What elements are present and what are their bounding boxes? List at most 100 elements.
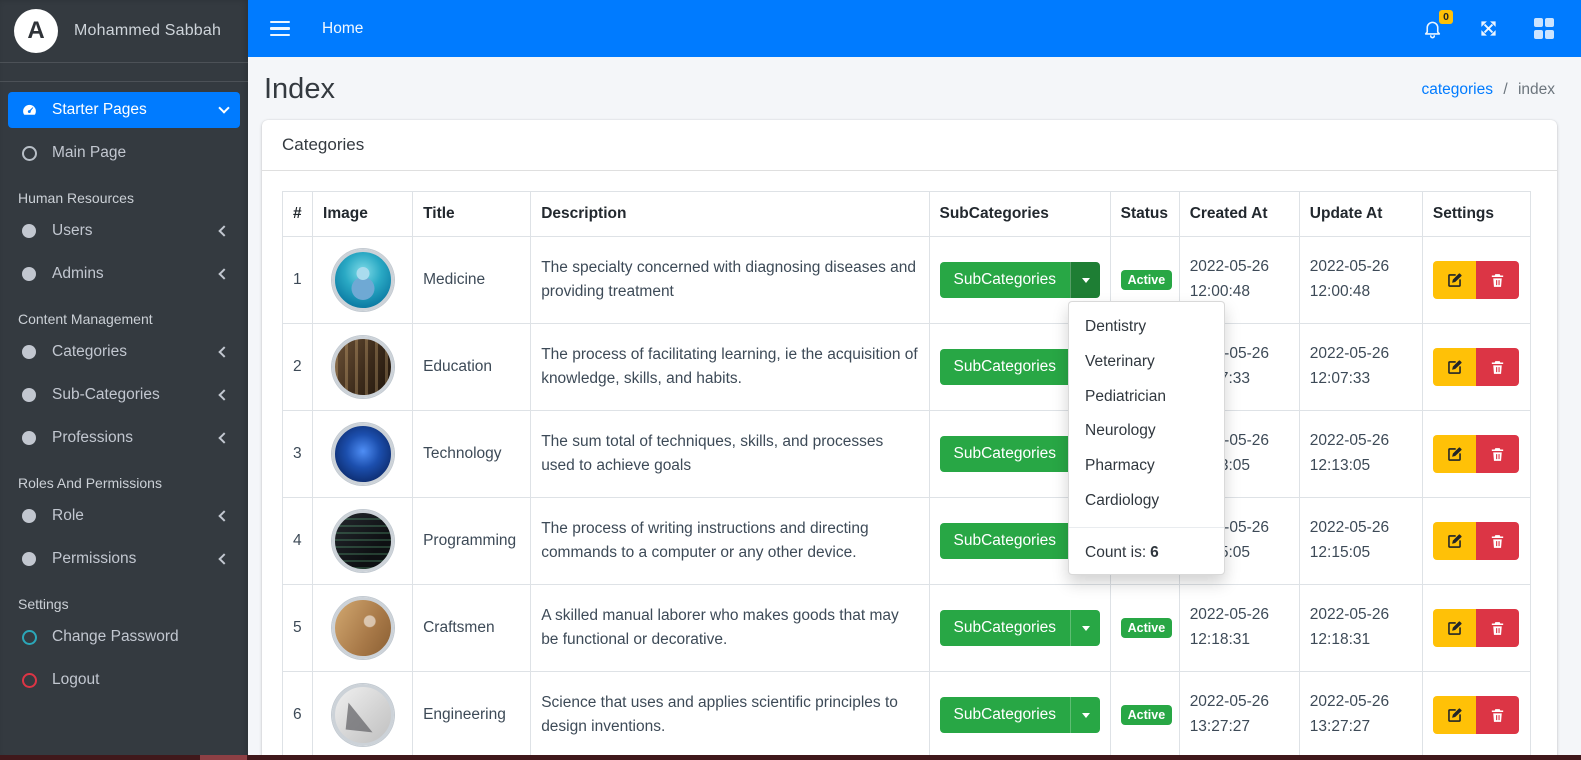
dropdown-item-pharmacy[interactable]: Pharmacy	[1085, 457, 1155, 475]
subcategories-button[interactable]: SubCategories	[939, 610, 1071, 646]
subcategories-button[interactable]: SubCategories	[939, 436, 1071, 472]
chevron-left-icon	[218, 389, 230, 401]
sidebar-item-sub-categories[interactable]: Sub-Categories	[8, 377, 240, 413]
breadcrumb: categories / index	[1421, 81, 1555, 99]
circle-icon	[18, 431, 40, 445]
subcategories-button[interactable]: SubCategories	[939, 697, 1071, 733]
sidebar-item-label: Permissions	[52, 550, 137, 567]
subcategories-button[interactable]: SubCategories	[939, 349, 1071, 385]
chevron-left-icon	[218, 225, 230, 237]
hamburger-menu-icon[interactable]	[270, 17, 290, 41]
edit-pencil-icon	[1445, 358, 1464, 377]
breadcrumb-current: index	[1517, 80, 1555, 98]
navbar-right-icons: 0	[1419, 9, 1557, 42]
sidebar-item-label: Role	[52, 507, 84, 524]
sidebar-item-logout[interactable]: Logout	[8, 662, 240, 698]
delete-button[interactable]	[1475, 435, 1519, 473]
trash-icon	[1489, 533, 1506, 550]
category-title: Technology	[412, 410, 532, 498]
bottom-edge-bar	[0, 755, 1581, 760]
category-image-engineering	[331, 684, 394, 746]
delete-button[interactable]	[1475, 522, 1519, 560]
edit-button[interactable]	[1432, 696, 1476, 734]
delete-button[interactable]	[1475, 348, 1519, 386]
sidebar-grid-toggle-icon[interactable]	[1531, 16, 1557, 42]
delete-button[interactable]	[1475, 261, 1519, 299]
dropdown-item-dentistry[interactable]: Dentistry	[1085, 318, 1147, 335]
sidebar-item-starter-pages[interactable]: Starter Pages	[8, 92, 240, 128]
notification-count-badge: 0	[1439, 9, 1453, 25]
edit-pencil-icon	[1445, 445, 1464, 464]
edit-button[interactable]	[1432, 609, 1476, 647]
dropdown-item-neurology[interactable]: Neurology	[1085, 422, 1156, 440]
sidebar-item-change-password[interactable]: Change Password	[8, 619, 240, 655]
sidebar-section-roles-permissions: Roles And Permissions	[18, 475, 162, 491]
chevron-left-icon	[218, 553, 230, 565]
subcategories-button[interactable]: SubCategories	[939, 523, 1071, 559]
category-title: Education	[412, 323, 532, 411]
edit-button[interactable]	[1432, 261, 1476, 299]
sidebar-item-role[interactable]: Role	[8, 498, 240, 534]
sidebar-item-label: Admins	[52, 265, 104, 282]
chevron-left-icon	[218, 510, 230, 522]
updated-at-cell: 2022-05-26 12:18:31	[1298, 584, 1423, 672]
col-header-status: Status	[1109, 191, 1180, 237]
created-at-cell: 2022-05-26 13:27:27	[1178, 671, 1300, 759]
sidebar-item-permissions[interactable]: Permissions	[8, 541, 240, 577]
subcategories-button[interactable]: SubCategories	[939, 262, 1071, 298]
sidebar-item-users[interactable]: Users	[8, 213, 240, 249]
updated-at-cell: 2022-05-26 12:00:48	[1298, 236, 1423, 324]
speedometer-icon	[18, 102, 40, 119]
top-navbar: Home 0	[248, 0, 1581, 57]
dropdown-item-cardiology[interactable]: Cardiology	[1085, 491, 1160, 509]
sidebar-item-categories[interactable]: Categories	[8, 334, 240, 370]
table-header-row: # Image Title Description SubCategories …	[281, 191, 1532, 237]
count-label: Count is:	[1085, 543, 1147, 561]
subcategories-dropdown-toggle[interactable]	[1070, 262, 1101, 298]
category-description: The specialty concerned with diagnosing …	[530, 236, 930, 324]
col-header-description: Description	[530, 191, 930, 237]
dropdown-item-pediatrician[interactable]: Pediatrician	[1085, 387, 1166, 405]
category-title: Medicine	[412, 236, 532, 324]
circle-outline-icon	[18, 145, 40, 161]
caret-down-icon	[1081, 625, 1090, 631]
created-at-cell: 2022-05-26 12:00:48	[1178, 236, 1300, 324]
page-title: Index	[264, 73, 335, 105]
categories-card: Categories # Image Title Description Sub…	[262, 120, 1557, 760]
edit-button[interactable]	[1432, 435, 1476, 473]
fullscreen-expand-icon[interactable]	[1475, 16, 1501, 42]
category-title: Programming	[412, 497, 532, 585]
edit-button[interactable]	[1432, 348, 1476, 386]
sidebar-item-professions[interactable]: Professions	[8, 420, 240, 456]
circle-icon	[18, 509, 40, 523]
table-row-programming: 4 Programming The process of writing ins…	[281, 497, 1532, 585]
row-number: 5	[281, 584, 314, 672]
category-description: A skilled manual laborer who makes goods…	[530, 584, 930, 672]
category-image-technology	[331, 423, 394, 485]
delete-button[interactable]	[1475, 609, 1519, 647]
nav-home-link[interactable]: Home	[322, 19, 364, 37]
created-at-cell: 2022-05-26 12:18:31	[1178, 584, 1300, 672]
sidebar-item-main-page[interactable]: Main Page	[8, 135, 240, 171]
col-header-settings: Settings	[1421, 191, 1532, 237]
edit-button[interactable]	[1432, 522, 1476, 560]
category-image-craftsmen	[331, 597, 394, 659]
breadcrumb-separator: /	[1503, 80, 1508, 98]
subcategories-dropdown-toggle[interactable]	[1070, 697, 1101, 733]
circle-outline-red-icon	[18, 672, 40, 688]
breadcrumb-categories-link[interactable]: categories	[1421, 80, 1493, 98]
subcategories-dropdown-toggle[interactable]	[1070, 610, 1101, 646]
sidebar-brand[interactable]: A Mohammed Sabbah	[0, 0, 248, 63]
col-header-subcategories: SubCategories	[928, 191, 1111, 237]
trash-icon	[1489, 446, 1506, 463]
dropdown-item-veterinary[interactable]: Veterinary	[1085, 352, 1155, 370]
user-name: Mohammed Sabbah	[74, 22, 222, 39]
user-panel-divider	[0, 63, 248, 82]
sidebar-item-label: Categories	[52, 343, 127, 360]
notifications-bell-icon[interactable]: 0	[1419, 9, 1453, 42]
sidebar-item-admins[interactable]: Admins	[8, 256, 240, 292]
sidebar-section-human-resources: Human Resources	[18, 190, 134, 206]
delete-button[interactable]	[1475, 696, 1519, 734]
sidebar-item-label: Sub-Categories	[52, 386, 160, 403]
caret-down-icon	[1081, 712, 1090, 718]
